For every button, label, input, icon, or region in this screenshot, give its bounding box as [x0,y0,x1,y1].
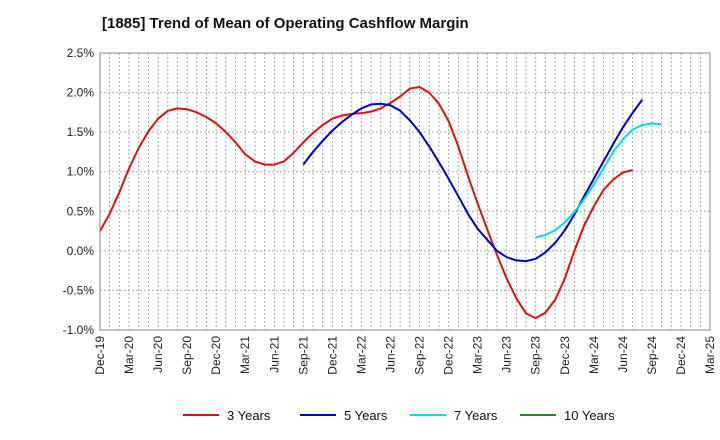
legend: 3 Years 5 Years 7 Years 10 Years [0,405,720,425]
x-tick-label: Dec-24 [674,336,688,375]
y-tick-label: 1.5% [67,125,95,139]
legend-swatch [183,414,219,416]
x-tick-label: Jun-24 [616,336,630,373]
x-tick-label: Sep-20 [180,336,194,375]
series-lines [99,86,662,320]
y-axis-ticks: 2.5% 2.0% 1.5% 1.0% 0.5% 0.0% -0.5% -1.0% [63,46,95,337]
x-tick-label: Sep-21 [296,336,310,375]
series-line-3-years [99,86,633,320]
series-line-5-years [302,99,644,263]
y-tick-label: 0.0% [67,244,95,258]
legend-item: 7 Years [410,405,497,425]
x-tick-label: Sep-24 [645,336,659,375]
legend-item: 10 Years [520,405,615,425]
y-tick-label: 2.0% [67,86,95,100]
x-tick-label: Jun-23 [500,336,514,373]
grid-lines [100,52,710,331]
legend-label: 3 Years [227,407,271,423]
x-tick-label: Mar-23 [471,336,485,374]
x-tick-label: Sep-22 [413,336,427,375]
legend-label: 5 Years [344,407,388,423]
x-tick-label: Jun-20 [151,336,165,373]
plot-frame [99,52,711,331]
x-tick-label: Dec-20 [209,336,223,375]
legend-label: 7 Years [454,407,498,423]
y-tick-label: 1.0% [67,165,95,179]
x-tick-label: Dec-23 [558,336,572,375]
x-tick-label: Dec-19 [93,336,107,375]
x-tick-label: Mar-22 [354,336,368,374]
x-tick-label: Jun-21 [267,336,281,373]
y-tick-label: -0.5% [63,283,95,297]
x-tick-label: Dec-21 [325,336,339,375]
legend-swatch [300,414,336,416]
x-tick-label: Jun-22 [383,336,397,373]
y-tick-label: 2.5% [67,46,95,60]
legend-swatch [410,414,446,416]
y-tick-label: 0.5% [67,204,95,218]
series-line-7-years [535,122,662,239]
x-tick-label: Mar-24 [587,336,601,374]
x-tick-label: Mar-21 [238,336,252,374]
y-tick-label: -1.0% [63,323,95,337]
legend-swatch [520,414,556,416]
legend-label: 10 Years [564,407,615,423]
x-tick-label: Mar-20 [122,336,136,374]
chart-title: [1885] Trend of Mean of Operating Cashfl… [102,15,469,32]
x-tick-label: Dec-22 [442,336,456,375]
x-tick-label: Mar-25 [703,336,717,374]
x-tick-label: Sep-23 [529,336,543,375]
legend-item: 5 Years [300,405,387,425]
legend-item: 3 Years [183,405,270,425]
x-axis-ticks: Dec-19 Mar-20 Jun-20 Sep-20 Dec-20 Mar-21 Jun-… [93,336,717,375]
